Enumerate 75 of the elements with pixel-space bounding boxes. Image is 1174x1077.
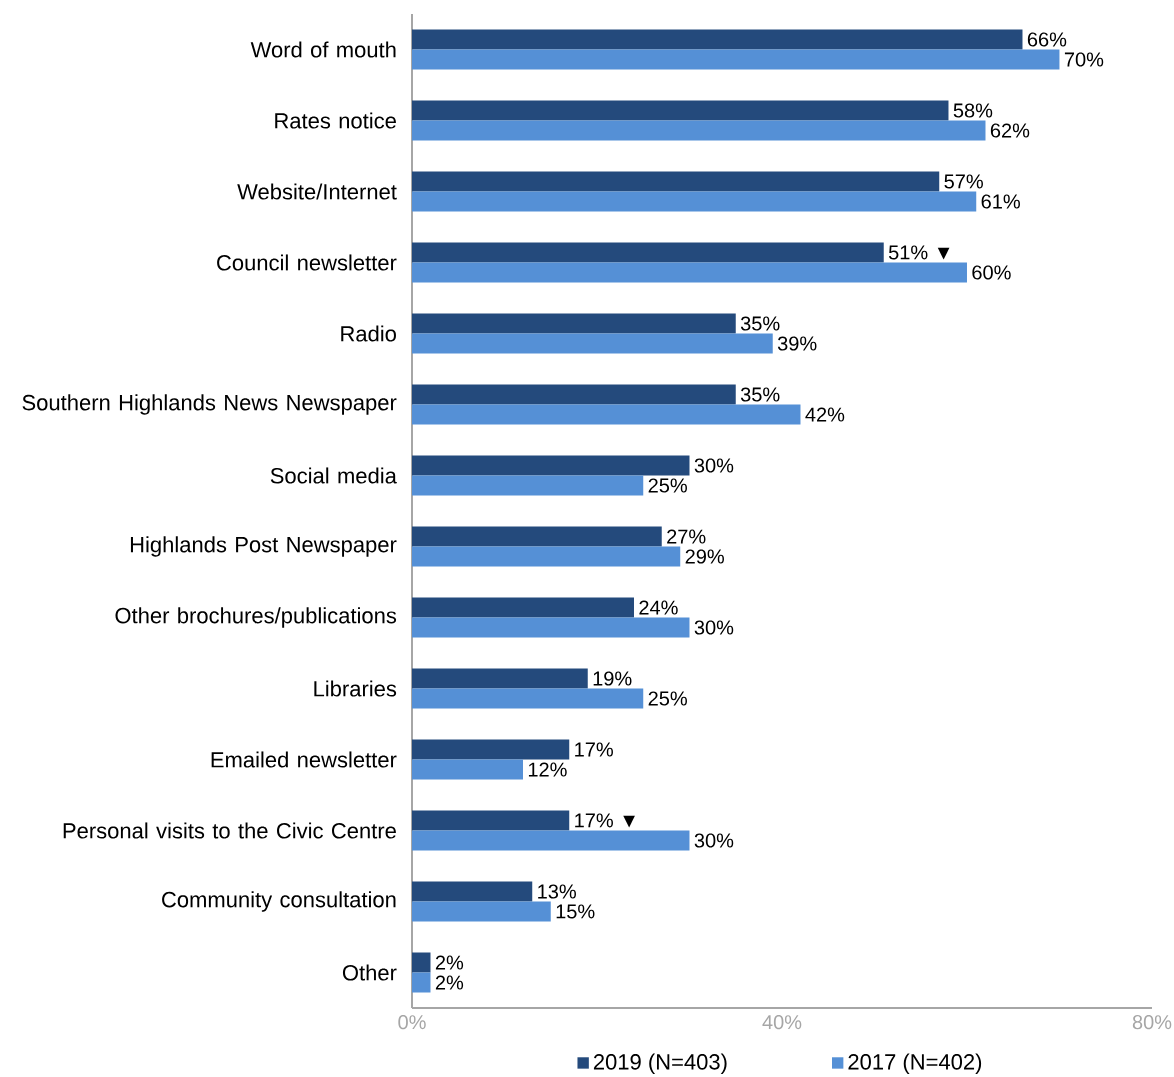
bar [412, 475, 644, 496]
bar [412, 49, 1060, 70]
data-label: 19% [593, 671, 632, 686]
bar [412, 952, 431, 973]
data-label: 35% [740, 387, 780, 402]
x-tick-label: 80% [1132, 1015, 1172, 1030]
bar [412, 972, 431, 993]
data-label: 29% [685, 549, 724, 564]
data-label: 51% ▼ [888, 245, 950, 260]
bar [412, 100, 949, 121]
y-tick-label: Word of mouth [250, 41, 396, 58]
bar [412, 830, 690, 851]
y-tick-label: Southern Highlands News Newspaper [22, 394, 397, 415]
y-tick-label: Personal visits to the Civic Centre [63, 822, 396, 839]
data-label: 12% [528, 762, 567, 777]
y-tick-label: Radio [341, 325, 396, 342]
bar [412, 120, 986, 141]
data-label: 58% [953, 103, 993, 118]
y-tick-label: Other brochures/publications [115, 607, 397, 628]
bar [412, 759, 523, 780]
data-label: 70% [1064, 52, 1104, 67]
bar [412, 171, 940, 192]
data-label: 62% [990, 123, 1030, 138]
bar [412, 597, 634, 618]
bar [412, 901, 551, 922]
bar [412, 739, 570, 760]
y-tick-label: Council newsletter [217, 254, 397, 271]
bar [412, 617, 690, 638]
data-label: 42% [805, 407, 845, 422]
data-label: 35% [740, 316, 780, 331]
data-label: 30% [694, 620, 734, 635]
data-label: 61% [981, 194, 1020, 209]
data-label: 25% [648, 691, 687, 706]
data-label: 30% [694, 458, 734, 473]
data-label: 24% [639, 600, 678, 615]
x-tick-label: 40% [762, 1015, 802, 1030]
y-tick-label: Community consultation [162, 891, 396, 912]
y-tick-label: Emailed newsletter [211, 751, 397, 768]
data-label: 60% [972, 265, 1011, 280]
data-label: 2% [435, 975, 464, 990]
data-label: 25% [648, 478, 687, 493]
legend-label: 2017 (N=402) [848, 1053, 982, 1074]
bar [412, 333, 773, 354]
y-tick-label: Website/Internet [237, 183, 397, 200]
bar [412, 191, 977, 212]
bar [412, 313, 736, 334]
bar [412, 384, 736, 405]
data-label: 66% [1027, 32, 1067, 47]
data-label: 17% [575, 742, 613, 757]
data-label: 57% [944, 174, 983, 189]
bar [412, 668, 588, 689]
data-label: 15% [556, 904, 595, 919]
y-tick-label: Social media [270, 467, 397, 484]
data-label: 27% [667, 529, 706, 544]
bar [412, 242, 884, 263]
bar [412, 262, 967, 283]
data-label: 39% [777, 336, 817, 351]
y-tick-label: Highlands Post Newspaper [130, 536, 397, 557]
y-tick-label: Rates notice [275, 112, 396, 129]
bar [412, 810, 570, 831]
data-label: 30% [694, 833, 734, 848]
bar [412, 881, 533, 902]
data-label: 13% [538, 884, 576, 899]
bar [412, 688, 644, 709]
x-tick-label: 0% [398, 1015, 426, 1030]
data-label: 2% [435, 955, 464, 970]
data-label: 17% ▼ [575, 813, 635, 828]
y-tick-label: Other [342, 964, 397, 981]
bar [412, 404, 801, 425]
bar [412, 29, 1023, 50]
bar [412, 546, 681, 567]
y-tick-label: Libraries [314, 680, 397, 697]
legend-label: 2019 (N=403) [593, 1053, 727, 1074]
bar [412, 526, 662, 547]
bar [412, 455, 690, 476]
